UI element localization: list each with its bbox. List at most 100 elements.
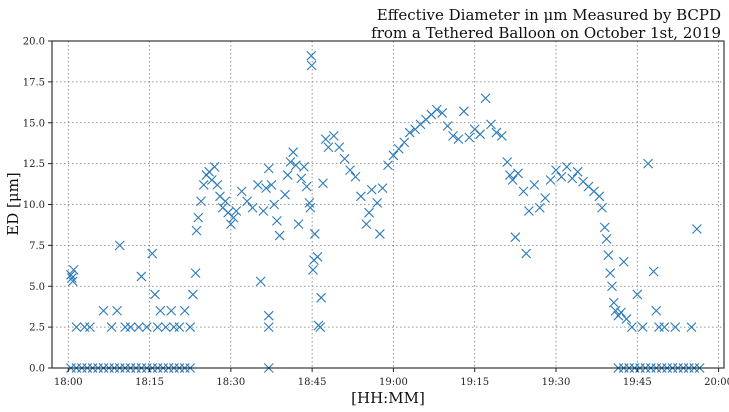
data-point <box>659 322 670 333</box>
data-point <box>166 305 177 316</box>
data-point <box>616 307 626 318</box>
data-point <box>453 134 464 144</box>
data-point <box>293 219 304 230</box>
y-axis-label: ED [μm] <box>4 172 22 235</box>
data-point <box>475 129 486 140</box>
data-point <box>179 305 190 316</box>
data-point <box>372 197 383 208</box>
y-tick-label: 15.0 <box>23 118 45 129</box>
y-tick-label: 7.5 <box>29 241 45 252</box>
data-point <box>253 179 263 190</box>
data-point <box>448 130 458 141</box>
data-point <box>323 142 334 153</box>
data-point <box>228 212 239 223</box>
data-point <box>350 171 361 182</box>
data-point <box>551 165 561 176</box>
data-point <box>296 173 307 184</box>
data-point <box>67 276 78 287</box>
data-point <box>670 322 681 333</box>
data-point <box>491 127 502 138</box>
data-point <box>269 199 280 210</box>
data-point <box>71 322 82 333</box>
data-point <box>648 266 659 277</box>
data-point <box>513 168 523 179</box>
data-point <box>301 181 312 192</box>
chart-title-line-2: from a Tethered Balloon on October 1st, … <box>371 24 721 42</box>
data-point <box>567 173 578 184</box>
data-point <box>510 232 521 243</box>
data-point <box>442 121 453 131</box>
data-point <box>607 281 617 292</box>
data-point <box>150 289 160 300</box>
data-point <box>106 322 117 333</box>
x-tick-label: 19:00 <box>379 377 408 388</box>
data-point <box>605 268 616 279</box>
data-point <box>242 196 252 207</box>
data-point <box>316 292 327 303</box>
data-point <box>191 225 202 236</box>
data-point <box>272 215 282 226</box>
data-point <box>437 108 448 118</box>
data-point <box>174 322 185 333</box>
data-point <box>196 196 206 207</box>
data-point <box>231 206 242 216</box>
data-point <box>597 202 607 213</box>
data-point <box>507 175 518 185</box>
data-point <box>594 191 605 202</box>
data-point <box>383 160 393 171</box>
data-point <box>505 170 515 180</box>
data-point <box>486 119 496 130</box>
data-point <box>247 202 258 213</box>
data-point <box>431 104 442 115</box>
x-axis-ticks: 18:00 18:15 18:30 18:45 19:00 19:15 19:30 19:45… <box>54 368 729 388</box>
y-tick-label: 0.0 <box>29 364 45 375</box>
data-point <box>193 212 204 223</box>
data-point <box>320 134 331 144</box>
plot-frame <box>51 40 725 369</box>
data-point <box>236 186 247 197</box>
data-point <box>66 269 76 280</box>
data-point <box>529 179 540 190</box>
x-tick-label: 18:15 <box>135 377 164 388</box>
y-tick-label: 10.0 <box>23 200 45 211</box>
data-point <box>524 206 534 216</box>
data-point <box>66 273 77 283</box>
data-point <box>496 130 507 141</box>
y-axis-ticks: 0.0 2.5 5.0 7.5 10.0 12.5 15.0 17.5 20.0 <box>23 37 52 375</box>
x-axis-label: [HH:MM] <box>351 389 425 407</box>
data-point <box>147 248 158 259</box>
data-point <box>312 251 323 262</box>
data-point <box>263 322 274 333</box>
data-point <box>480 93 491 104</box>
data-point <box>621 314 632 324</box>
data-point <box>282 170 293 180</box>
data-point <box>309 229 320 239</box>
data-point <box>356 191 366 202</box>
data-point <box>225 219 236 230</box>
data-point <box>114 240 125 251</box>
data-points <box>66 50 705 373</box>
data-point <box>308 265 318 275</box>
x-tick-label: 18:45 <box>298 377 327 388</box>
grid-lines <box>52 40 724 369</box>
data-point <box>643 158 654 169</box>
data-point <box>534 202 545 213</box>
data-point <box>545 175 556 185</box>
data-point <box>285 157 296 167</box>
data-point <box>572 166 583 177</box>
data-point <box>190 268 201 279</box>
data-point <box>339 153 350 164</box>
data-point <box>686 322 697 333</box>
data-point <box>518 186 529 197</box>
data-point <box>255 276 266 287</box>
data-point <box>220 196 231 207</box>
data-point <box>374 229 385 239</box>
data-point <box>318 178 328 189</box>
x-tick-label: 19:30 <box>542 377 571 388</box>
data-point <box>85 322 95 333</box>
data-point <box>692 224 702 234</box>
y-tick-label: 12.5 <box>23 159 45 170</box>
data-point <box>599 222 610 233</box>
data-point <box>263 163 274 174</box>
